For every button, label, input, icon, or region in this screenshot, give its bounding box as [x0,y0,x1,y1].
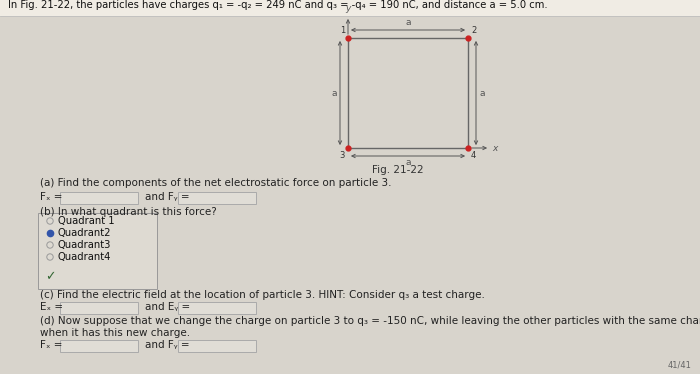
Text: In Fig. 21-22, the particles have charges q₁ = -q₂ = 249 nC and q₃ = -q₄ = 190 n: In Fig. 21-22, the particles have charge… [8,0,547,10]
Text: Fₓ =: Fₓ = [40,340,62,350]
Text: Fig. 21-22: Fig. 21-22 [372,165,424,175]
FancyBboxPatch shape [38,213,157,289]
FancyBboxPatch shape [60,192,138,204]
Text: and Eᵧ =: and Eᵧ = [145,302,190,312]
Text: (b) In what quadrant is this force?: (b) In what quadrant is this force? [40,207,217,217]
Text: 4: 4 [471,151,476,160]
Text: 2: 2 [471,26,476,35]
FancyBboxPatch shape [60,340,138,352]
FancyBboxPatch shape [178,302,256,314]
Text: a: a [405,158,411,167]
Text: (a) Find the components of the net electrostatic force on particle 3.: (a) Find the components of the net elect… [40,178,391,188]
Text: a: a [479,89,484,98]
Text: (c) Find the electric field at the location of particle 3. HINT: Consider q₃ a t: (c) Find the electric field at the locat… [40,290,485,300]
Text: ✓: ✓ [45,270,55,283]
Text: 3: 3 [340,151,345,160]
Text: and Fᵧ =: and Fᵧ = [145,192,190,202]
Text: when it has this new charge.: when it has this new charge. [40,328,190,338]
Text: Quadrant 1: Quadrant 1 [58,216,115,226]
FancyBboxPatch shape [60,302,138,314]
FancyBboxPatch shape [178,340,256,352]
Text: Quadrant2: Quadrant2 [58,228,111,238]
Text: (d) Now suppose that we change the charge on particle 3 to q₃ = -150 nC, while l: (d) Now suppose that we change the charg… [40,316,700,326]
Text: Quadrant3: Quadrant3 [58,240,111,250]
Text: x: x [492,144,498,153]
Text: Fₓ =: Fₓ = [40,192,62,202]
Text: and Fᵧ =: and Fᵧ = [145,340,190,350]
Text: y: y [345,4,351,13]
Text: Eₓ =: Eₓ = [40,302,63,312]
Text: a: a [332,89,337,98]
Text: 1: 1 [340,26,345,35]
Text: a: a [405,18,411,27]
Text: Quadrant4: Quadrant4 [58,252,111,262]
FancyBboxPatch shape [178,192,256,204]
FancyBboxPatch shape [0,0,700,16]
Text: 41/41: 41/41 [668,361,692,370]
